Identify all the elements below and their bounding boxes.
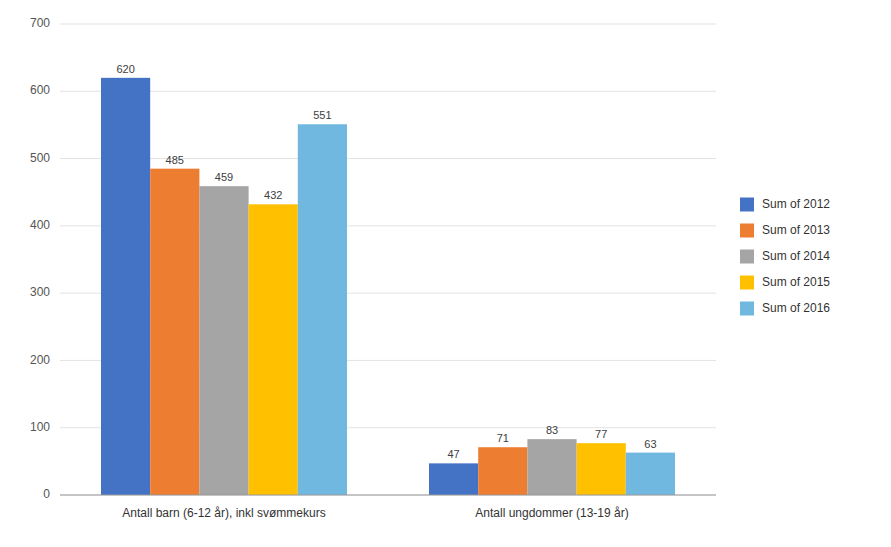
data-labels: 620 47 485 71 459 83 432 77 551 63 <box>116 63 656 461</box>
legend-label: Sum of 2012 <box>762 197 830 211</box>
grid-line <box>60 24 716 25</box>
grid <box>60 24 716 495</box>
legend-label: Sum of 2015 <box>762 275 830 289</box>
data-label: 47 <box>447 448 459 460</box>
bars <box>101 78 675 495</box>
y-tick-label: 500 <box>30 151 50 165</box>
legend-swatch <box>740 302 754 316</box>
bar <box>150 169 199 495</box>
x-axis-line <box>60 495 716 496</box>
bar <box>429 463 478 495</box>
data-label: 551 <box>313 109 331 121</box>
bar <box>626 453 675 495</box>
data-label: 71 <box>497 432 509 444</box>
bar <box>298 124 347 495</box>
y-tick-label: 0 <box>43 487 50 501</box>
y-tick-label: 100 <box>30 420 50 434</box>
legend-swatch <box>740 250 754 264</box>
bar <box>478 447 527 495</box>
data-label: 459 <box>215 171 233 183</box>
bar <box>527 439 576 495</box>
data-label: 620 <box>116 63 134 75</box>
bar <box>101 78 150 495</box>
bar <box>577 443 626 495</box>
y-tick-label: 200 <box>30 353 50 367</box>
grid-line <box>60 495 716 496</box>
grid-line <box>60 158 716 159</box>
data-label: 485 <box>166 154 184 166</box>
data-label: 77 <box>595 428 607 440</box>
legend-swatch <box>740 224 754 238</box>
x-tick-label: Antall ungdommer (13-19 år) <box>475 506 628 520</box>
y-tick-label: 700 <box>30 16 50 30</box>
legend-swatch <box>740 276 754 290</box>
chart: 0 100 200 300 400 500 600 700 620 47 485 71 459 83 432… <box>0 0 891 547</box>
data-label: 63 <box>644 438 656 450</box>
legend: Sum of 2012 Sum of 2013 Sum of 2014 Sum of … <box>740 197 830 316</box>
x-tick-label: Antall barn (6-12 år), inkl svømmekurs <box>122 506 325 520</box>
bar <box>249 204 298 495</box>
legend-label: Sum of 2016 <box>762 301 830 315</box>
data-label: 432 <box>264 189 282 201</box>
y-tick-label: 600 <box>30 83 50 97</box>
legend-label: Sum of 2013 <box>762 223 830 237</box>
bar <box>199 186 248 495</box>
y-tick-label: 400 <box>30 218 50 232</box>
grid-line <box>60 91 716 92</box>
legend-label: Sum of 2014 <box>762 249 830 263</box>
y-tick-label: 300 <box>30 285 50 299</box>
data-label: 83 <box>546 424 558 436</box>
legend-swatch <box>740 198 754 212</box>
